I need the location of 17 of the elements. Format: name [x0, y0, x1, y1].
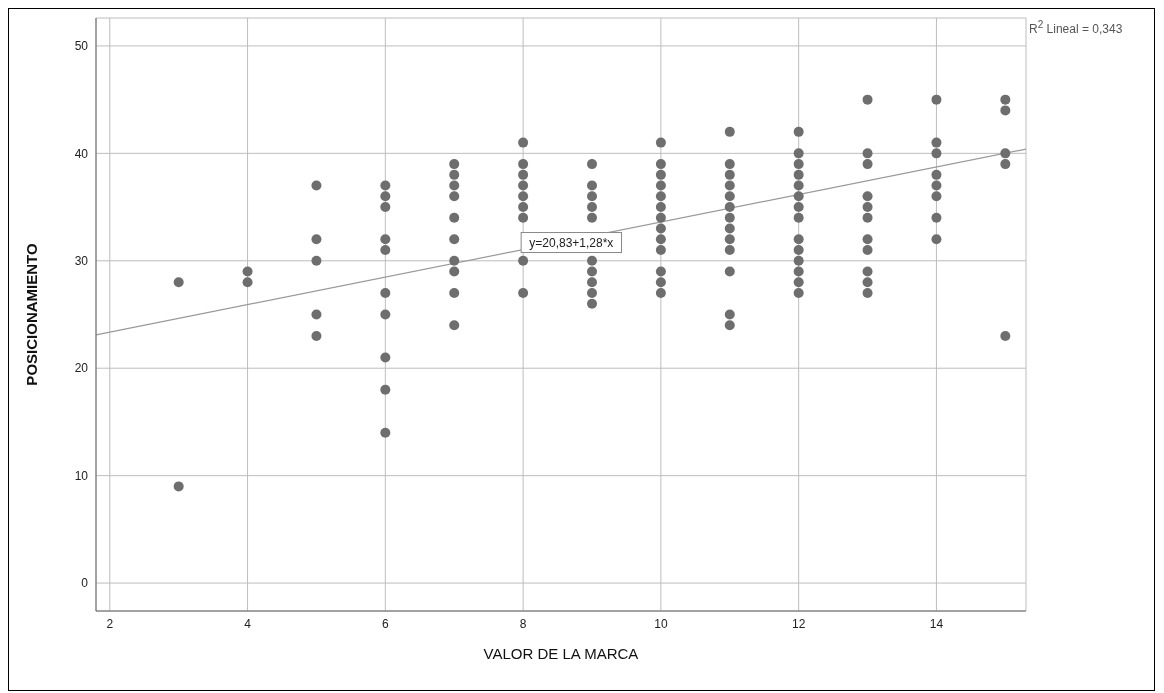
annotation: y=20,83+1,28*x — [529, 235, 614, 250]
y-tick-label: 10 — [74, 468, 89, 483]
x-tick-label: 8 — [519, 616, 527, 631]
y-tick-label: 40 — [74, 146, 89, 161]
x-tick-label: 6 — [381, 616, 389, 631]
y-axis-title: POSICIONAMIENTO — [23, 243, 41, 386]
y-tick-label: 20 — [74, 361, 89, 376]
x-axis-title: VALOR DE LA MARCA — [483, 645, 639, 662]
x-tick-label: 12 — [791, 616, 806, 631]
text: R$^{2}$ Lineal = 0,343 — [1029, 19, 1123, 36]
x-tick-label: 14 — [929, 616, 944, 631]
x-tick-label: 10 — [654, 616, 668, 631]
x-tick-label: 2 — [106, 616, 114, 631]
y-tick-label: 50 — [74, 39, 89, 54]
x-tick-label: 4 — [244, 616, 252, 631]
y-tick-label: 0 — [81, 576, 89, 591]
y-tick-label: 30 — [74, 254, 89, 269]
